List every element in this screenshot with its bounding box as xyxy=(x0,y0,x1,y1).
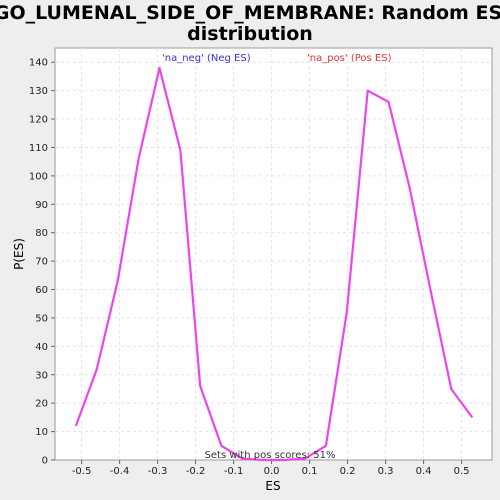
grid-lines xyxy=(55,48,492,460)
axis-ticks: -0.5 -0.4 -0.3 -0.2 -0.1 0.0 0.1 0.2 0.3 0.4 0.5 0 1… xyxy=(29,58,470,477)
chart-title-line-1: GO_LUMENAL_SIDE_OF_MEMBRANE: Random ES xyxy=(0,2,500,24)
series-line xyxy=(74,66,474,462)
legend-pos-es: 'na_pos' (Pos ES) xyxy=(307,53,392,64)
x-tick-label: -0.5 xyxy=(72,466,92,477)
pos-score-annotation: Sets with pos scores: 51% xyxy=(205,450,336,461)
chart-title-line-2: distribution xyxy=(187,23,313,45)
y-tick-label: 10 xyxy=(35,427,48,438)
y-tick-label: 80 xyxy=(35,228,48,239)
y-tick-label: 60 xyxy=(35,285,48,296)
x-tick-label: -0.3 xyxy=(148,466,168,477)
x-axis-label: ES xyxy=(265,479,280,493)
x-tick-label: -0.4 xyxy=(110,466,130,477)
y-tick-label: 120 xyxy=(29,115,48,126)
series-group xyxy=(74,66,474,462)
y-axis-label: P(ES) xyxy=(12,238,26,270)
legend-neg-es: 'na_neg' (Neg ES) xyxy=(162,53,251,64)
x-tick-label: 0.3 xyxy=(378,466,394,477)
x-tick-label: 0.2 xyxy=(340,466,356,477)
y-tick-label: 100 xyxy=(29,171,48,182)
y-tick-label: 90 xyxy=(35,200,48,211)
y-tick-label: 0 xyxy=(42,456,48,467)
plot-area xyxy=(54,47,493,461)
x-tick-label: 0.1 xyxy=(302,466,318,477)
x-tick-label: 0.0 xyxy=(264,466,280,477)
x-tick-label: 0.4 xyxy=(416,466,432,477)
y-tick-label: 70 xyxy=(35,257,48,268)
y-tick-label: 140 xyxy=(29,58,48,69)
y-tick-label: 40 xyxy=(35,342,48,353)
y-tick-label: 30 xyxy=(35,370,48,381)
x-tick-label: -0.2 xyxy=(186,466,206,477)
x-tick-label: 0.5 xyxy=(454,466,470,477)
y-tick-label: 50 xyxy=(35,313,48,324)
x-tick-label: -0.1 xyxy=(224,466,244,477)
y-tick-label: 130 xyxy=(29,86,48,97)
y-tick-label: 20 xyxy=(35,399,48,410)
y-tick-label: 110 xyxy=(29,143,48,154)
